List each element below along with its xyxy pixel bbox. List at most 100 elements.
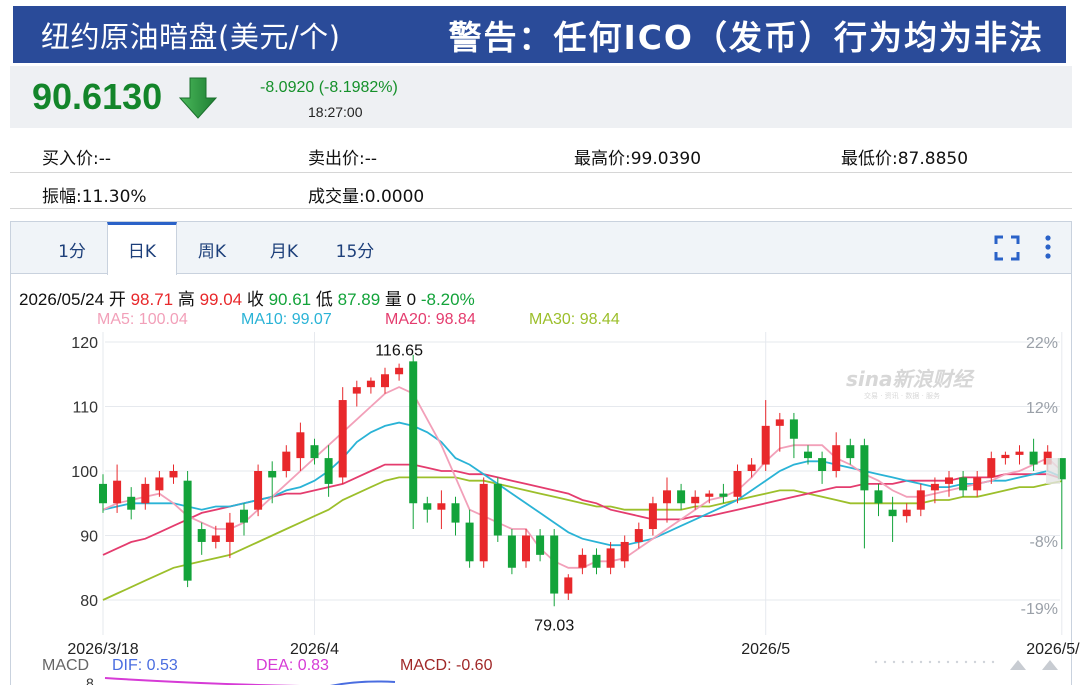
scroll-up-icon bbox=[1042, 660, 1058, 670]
candle-body bbox=[536, 535, 545, 555]
down-arrow-icon bbox=[178, 76, 218, 125]
ma10-line bbox=[102, 421, 1063, 547]
candle-body bbox=[268, 471, 277, 478]
tab-daily[interactable]: 日K bbox=[107, 222, 177, 275]
candle-body bbox=[902, 509, 911, 517]
candle-body bbox=[324, 458, 333, 484]
candle-body bbox=[1029, 451, 1038, 465]
candle-body bbox=[550, 535, 559, 594]
ask-price: 卖出价:-- bbox=[308, 149, 377, 169]
info-low: 87.89 bbox=[337, 290, 381, 309]
x-tick-label: 2026/5/24 bbox=[1026, 641, 1080, 658]
tab-15min[interactable]: 15分 bbox=[335, 242, 375, 262]
dea-line bbox=[104, 677, 301, 685]
candle-body bbox=[663, 490, 671, 504]
candle-body bbox=[282, 451, 291, 471]
scroll-dot bbox=[964, 660, 968, 664]
ma5-legend: MA5: 100.04 bbox=[97, 311, 188, 328]
divider bbox=[10, 208, 1072, 209]
candle-body bbox=[930, 483, 939, 491]
candle-body bbox=[254, 471, 263, 510]
candle-body bbox=[169, 471, 178, 478]
price-change: -8.0920 (-8.1982%) bbox=[260, 79, 398, 96]
tab-monthly[interactable]: 月K bbox=[269, 242, 299, 262]
candle-body bbox=[761, 425, 770, 465]
candle-body bbox=[973, 477, 982, 491]
candle-body bbox=[775, 419, 784, 426]
candle-body bbox=[465, 522, 474, 562]
candle-body bbox=[183, 480, 192, 581]
candle-body bbox=[789, 419, 798, 439]
tab-weekly[interactable]: 周K bbox=[197, 242, 227, 262]
scroll-dot bbox=[910, 660, 914, 664]
info-close: 90.61 bbox=[268, 290, 312, 309]
scroll-dot bbox=[874, 660, 878, 664]
candle-body bbox=[240, 509, 248, 523]
amplitude: 振幅:11.30% bbox=[42, 187, 147, 207]
watermark-logo: sina新浪财经 bbox=[846, 367, 975, 391]
candle-body bbox=[99, 483, 107, 504]
macd-axis-tick: 8 bbox=[86, 675, 94, 685]
ohlc-info: 2026/05/24 开 98.71 高 99.04 收 90.61 低 87.… bbox=[19, 285, 475, 310]
scroll-dot bbox=[973, 660, 977, 664]
candle-body bbox=[522, 535, 530, 562]
watermark-sub: 交易 · 资讯 · 数据 · 服务 bbox=[864, 391, 940, 400]
candle-body bbox=[366, 380, 375, 388]
candle-body bbox=[479, 483, 488, 562]
candle-body bbox=[296, 432, 305, 459]
ma30-line bbox=[102, 476, 1062, 601]
candle-body bbox=[197, 529, 206, 542]
candle-body bbox=[451, 503, 460, 523]
more-menu-icon[interactable] bbox=[1041, 234, 1055, 267]
y-tick-label: 100 bbox=[71, 464, 98, 481]
candle-body bbox=[423, 503, 432, 510]
candle-body bbox=[606, 548, 615, 568]
divider bbox=[10, 172, 1072, 173]
scroll-dot bbox=[883, 660, 887, 664]
quote-time: 18:27:00 bbox=[308, 104, 363, 120]
pct-tick-label: 22% bbox=[1026, 335, 1058, 352]
candle-body bbox=[381, 374, 389, 388]
candle-body bbox=[846, 445, 855, 459]
candle-body bbox=[592, 554, 601, 568]
candle-body bbox=[860, 445, 869, 491]
y-tick-label: 110 bbox=[72, 400, 98, 417]
y-tick-label: 90 bbox=[80, 529, 98, 546]
macd-dif: DIF: 0.53 bbox=[112, 657, 178, 674]
candle-body bbox=[155, 477, 164, 491]
candle-body bbox=[888, 509, 897, 517]
info-open-label: 开 bbox=[108, 290, 126, 309]
ma5-line bbox=[102, 386, 1063, 569]
scroll-dot bbox=[991, 660, 995, 664]
candle-body bbox=[677, 490, 686, 504]
ma30-legend: MA30: 98.44 bbox=[529, 311, 620, 328]
last-price: 90.6130 bbox=[32, 76, 163, 117]
x-tick-label: 2026/3/18 bbox=[67, 641, 138, 658]
candle-body bbox=[747, 464, 756, 471]
scroll-dot bbox=[892, 660, 896, 664]
info-vol-label: 量 bbox=[384, 290, 402, 309]
low-price: 最低价:87.8850 bbox=[841, 149, 969, 169]
tab-1min[interactable]: 1分 bbox=[58, 242, 86, 262]
candle-body bbox=[1057, 458, 1066, 480]
info-close-label: 收 bbox=[246, 290, 264, 309]
bid-price: 买入价:-- bbox=[42, 149, 111, 169]
scroll-dot bbox=[928, 660, 932, 664]
info-high: 99.04 bbox=[199, 290, 243, 309]
macd-dea: DEA: 0.83 bbox=[256, 657, 329, 674]
candle-body bbox=[564, 577, 573, 594]
instrument-title: 纽约原油暗盘(美元/个) bbox=[41, 19, 341, 54]
info-open: 98.71 bbox=[130, 290, 174, 309]
high-price: 最高价:99.0390 bbox=[574, 149, 702, 169]
candle-body bbox=[804, 451, 812, 459]
fullscreen-icon[interactable] bbox=[993, 234, 1021, 267]
x-tick-label: 2026/5 bbox=[741, 641, 790, 658]
scroll-dot bbox=[919, 660, 923, 664]
macd-value: MACD: -0.60 bbox=[400, 657, 493, 674]
candle-body bbox=[395, 367, 404, 375]
candle-body bbox=[648, 503, 657, 530]
title-banner: 纽约原油暗盘(美元/个) 警告：任何ICO（发币）行为均为非法 bbox=[13, 6, 1066, 63]
candle-body bbox=[945, 477, 953, 484]
